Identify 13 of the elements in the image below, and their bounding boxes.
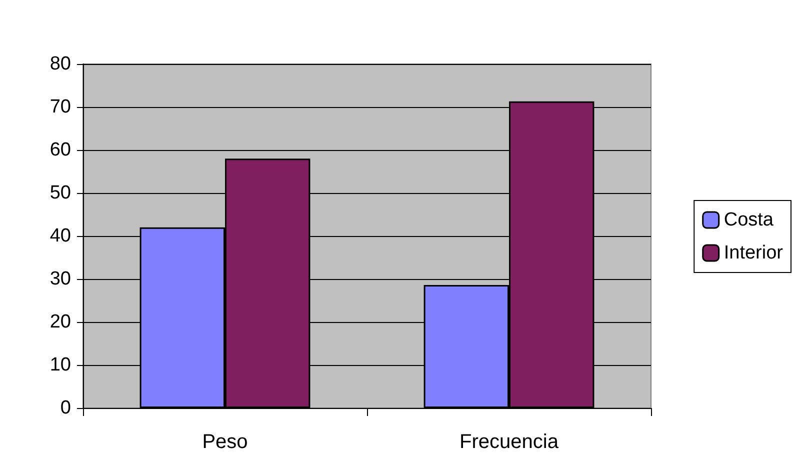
y-tick-label: 10 <box>50 354 71 376</box>
y-tick-label: 0 <box>60 398 71 418</box>
y-tick-label: 70 <box>50 96 71 118</box>
legend-label: Costa <box>724 210 774 230</box>
x-tick-label: Frecuencia <box>460 431 560 453</box>
y-tick-label: 40 <box>50 226 71 246</box>
y-tick-label: 20 <box>50 312 71 332</box>
x-tick-label: Peso <box>202 431 248 453</box>
y-tick-label: 60 <box>50 140 71 160</box>
legend-label: Interior <box>724 242 784 264</box>
y-tick-label: 50 <box>50 182 71 204</box>
y-tick-label: 30 <box>50 268 71 290</box>
y-tick-label: 80 <box>50 54 71 74</box>
